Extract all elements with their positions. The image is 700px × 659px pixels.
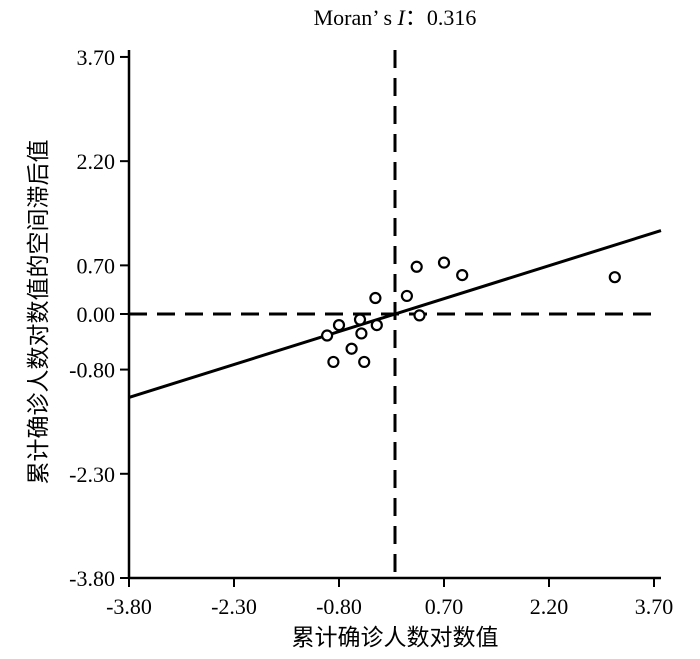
x-tick-label: 0.70 — [425, 594, 464, 619]
data-point — [332, 319, 346, 332]
data-point — [410, 260, 423, 273]
data-points — [321, 256, 621, 369]
y-tick-label: 0.00 — [77, 302, 116, 327]
data-point — [456, 268, 469, 282]
data-point — [353, 313, 367, 326]
y-tick-label: 3.70 — [77, 45, 116, 70]
x-tick-label: -3.80 — [106, 594, 152, 619]
y-tick-label: -2.30 — [69, 462, 115, 487]
chart-title-italic: I — [397, 5, 407, 30]
y-tick-label: -0.80 — [69, 358, 115, 383]
chart-title-prefix: Moran’ s — [314, 5, 398, 30]
x-ticks: -3.80 -2.30 -0.80 0.70 2.20 3.70 — [106, 578, 673, 619]
regression-line-group — [128, 229, 662, 399]
chart-title: Moran’ s I：0.316 — [314, 5, 477, 30]
data-point — [437, 256, 451, 269]
data-point — [400, 289, 413, 303]
y-ticks: 3.70 2.20 0.70 0.00 -0.80 -2.30 -3.80 — [69, 45, 129, 591]
regression-line — [128, 229, 662, 399]
y-tick-label: 0.70 — [77, 253, 116, 278]
data-point — [355, 327, 368, 340]
x-tick-label: 2.20 — [530, 594, 569, 619]
data-point — [413, 309, 426, 322]
data-point — [327, 355, 340, 369]
x-tick-label: 3.70 — [635, 594, 674, 619]
chart-title-suffix: ：0.316 — [405, 5, 477, 30]
data-point — [369, 291, 382, 305]
y-tick-label: -3.80 — [69, 566, 115, 591]
x-tick-label: -0.80 — [316, 594, 362, 619]
data-point — [321, 329, 334, 342]
x-tick-label: -2.30 — [211, 594, 257, 619]
y-tick-label: 2.20 — [77, 149, 116, 174]
data-point — [370, 319, 383, 332]
data-point — [608, 271, 621, 284]
x-axis-label: 累计确诊人数对数值 — [292, 625, 499, 650]
data-point — [358, 355, 371, 369]
data-point — [345, 342, 358, 355]
y-axis-label: 累计确诊人数对数值的空间滞后值 — [26, 140, 51, 485]
